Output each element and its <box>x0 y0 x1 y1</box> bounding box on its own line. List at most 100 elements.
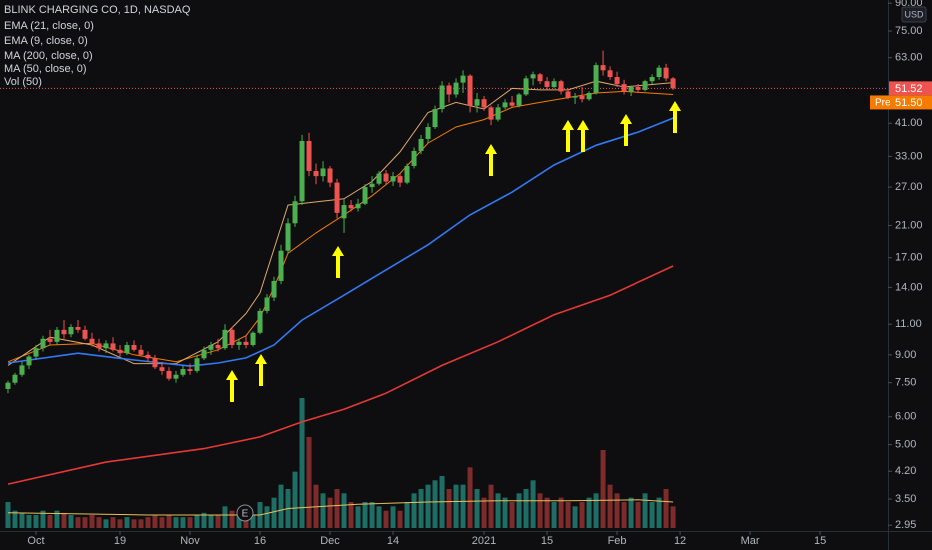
y-tick-label: 41.00 <box>895 117 923 129</box>
candle-body <box>572 96 578 98</box>
y-tick-label: 5.00 <box>895 439 916 451</box>
volume-bar <box>509 502 515 528</box>
volume-bar <box>271 497 277 528</box>
volume-bar <box>530 480 536 528</box>
volume-bar <box>362 502 368 528</box>
candle-body <box>306 141 312 171</box>
candle-body <box>474 99 480 106</box>
candle-body <box>649 77 655 82</box>
candle-body <box>320 168 326 177</box>
candle-body <box>47 338 53 342</box>
y-tick-label: 21.00 <box>895 219 923 231</box>
y-tick-label: 63.00 <box>895 52 923 64</box>
candle-body <box>621 84 627 92</box>
volume-bar <box>600 450 606 528</box>
candle-body <box>425 127 431 139</box>
volume-bar <box>103 519 109 528</box>
arrow <box>485 144 497 176</box>
volume-bar <box>334 489 340 528</box>
legend-entry: MA (50, close, 0) <box>4 63 87 75</box>
candle-body <box>481 99 487 108</box>
candle-body <box>362 187 368 204</box>
candle-body <box>656 67 662 78</box>
candle-body <box>124 344 130 354</box>
candle-body <box>54 329 60 342</box>
candle-body <box>369 183 375 188</box>
y-tick-label: 14.00 <box>895 281 923 293</box>
candle-body <box>642 81 648 90</box>
y-tick-label: 2.95 <box>895 519 916 531</box>
candle-body <box>138 349 144 355</box>
volume-bar <box>635 502 641 528</box>
candle-body <box>586 92 592 100</box>
volume-bar <box>152 515 158 528</box>
volume-bar <box>628 497 634 528</box>
chart-title: BLINK CHARGING CO, 1D, NASDAQ <box>4 4 191 16</box>
candle-body <box>40 338 46 349</box>
volume-bar <box>544 497 550 528</box>
candle-body <box>75 327 81 330</box>
last-price-tag <box>889 81 932 96</box>
candle-body <box>26 356 32 366</box>
earnings-icon[interactable] <box>236 504 254 522</box>
volume-bar <box>222 506 228 528</box>
candle-body <box>327 168 333 183</box>
candle-body <box>243 341 249 345</box>
currency-label[interactable]: USD <box>904 9 924 19</box>
volume-bar <box>320 493 326 528</box>
candle-body <box>12 374 18 383</box>
candle-body <box>565 91 571 98</box>
volume-bar <box>201 512 207 528</box>
arrow <box>332 246 344 278</box>
volume-bar <box>593 493 599 528</box>
volume-bar <box>446 489 452 528</box>
candle-body <box>607 70 613 78</box>
volume-bar <box>397 510 403 528</box>
candle-body <box>5 382 11 389</box>
volume-bar <box>173 517 179 528</box>
volume-bar <box>47 515 53 528</box>
candle-body <box>208 344 214 350</box>
y-tick-label: 3.50 <box>895 493 916 505</box>
volume-bar <box>75 517 81 528</box>
candle-body <box>670 78 676 89</box>
volume-bar <box>117 519 123 528</box>
arrow <box>669 101 681 133</box>
candle-body <box>334 182 340 213</box>
y-tick-label: 33.00 <box>895 150 923 162</box>
volume-bar <box>89 515 95 528</box>
volume-bar <box>411 493 417 528</box>
volume-bar <box>264 506 270 528</box>
x-tick-label: 16 <box>254 535 266 547</box>
volume-bar <box>607 484 613 528</box>
volume-bar <box>418 489 424 528</box>
candle-body <box>530 74 536 79</box>
volume-bar <box>180 517 186 528</box>
volume-bar <box>327 497 333 528</box>
volume-bar <box>187 517 193 528</box>
candle-body <box>271 280 277 298</box>
candle-body <box>110 343 116 350</box>
candle-body <box>523 78 529 95</box>
volume-bar <box>579 502 585 528</box>
x-tick-label: 14 <box>387 535 399 547</box>
volume-bar <box>54 510 60 528</box>
volume-bar <box>621 502 627 528</box>
volume-bar <box>292 471 298 528</box>
volume-bar <box>670 506 676 528</box>
currency-box[interactable] <box>901 6 927 23</box>
x-tick-label: Feb <box>608 535 627 547</box>
x-tick-label: Mar <box>741 535 760 547</box>
volume-bar <box>33 515 39 528</box>
arrow <box>562 120 574 152</box>
premarket-price-label: 51.50 <box>895 97 923 109</box>
candle-body <box>411 150 417 166</box>
earnings-label[interactable]: E <box>242 509 249 520</box>
candle-body <box>131 344 137 350</box>
volume-bar <box>474 489 480 528</box>
y-tick-label: 27.00 <box>895 181 923 193</box>
candle-body <box>663 67 669 79</box>
candle-body <box>222 329 228 349</box>
volume-bar <box>656 497 662 528</box>
volume-bar <box>5 502 11 528</box>
